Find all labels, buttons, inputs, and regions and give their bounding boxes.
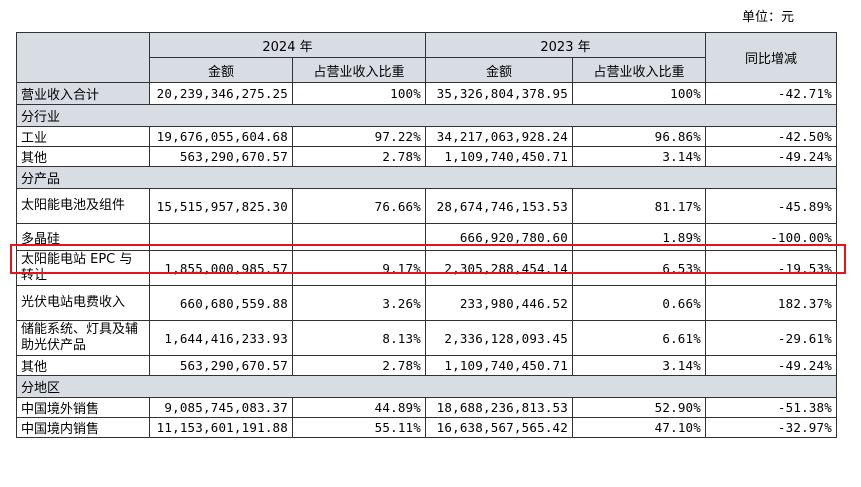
ratio-2023: 1.89% [572,223,706,251]
amount-2024: 660,680,559.88 [149,285,293,321]
amount-2024: 19,676,055,604.68 [149,126,293,147]
unit-label: 单位：元 [742,10,795,25]
amount-2024: 20,239,346,275.25 [149,82,293,105]
row-label: 储能系统、灯具及辅助光伏产品 [16,320,150,356]
yoy-change: -19.53% [705,250,837,286]
table-row: 太阳能电池及组件 15,515,957,825.30 76.66% 28,674… [16,188,837,224]
yoy-change: -32.97% [705,417,837,438]
row-label: 其他 [16,146,150,167]
section-label: 分行业 [16,104,837,127]
ratio-2023: 96.86% [572,126,706,147]
header-ratio-2024: 占营业收入比重 [292,57,426,83]
row-label: 营业收入合计 [16,82,150,105]
yoy-change: -42.50% [705,126,837,147]
yoy-change: -29.61% [705,320,837,356]
amount-2024: 563,290,670.57 [149,355,293,376]
table-row: 太阳能电站 EPC 与转让 1,855,000,985.57 9.17% 2,3… [16,250,837,286]
header-yoy: 同比增减 [705,32,837,83]
header-ratio-2023: 占营业收入比重 [572,57,706,83]
yoy-change: -49.24% [705,146,837,167]
yoy-change: -51.38% [705,397,837,418]
amount-2024: 1,855,000,985.57 [149,250,293,286]
row-label: 中国境外销售 [16,397,150,418]
header-year-2023: 2023 年 [425,32,706,58]
ratio-2023: 6.61% [572,320,706,356]
ratio-2024: 2.78% [292,146,426,167]
table-row: 其他 563,290,670.57 2.78% 1,109,740,450.71… [16,146,837,167]
ratio-2024: 44.89% [292,397,426,418]
ratio-2023: 6.53% [572,250,706,286]
amount-2023: 35,326,804,378.95 [425,82,573,105]
ratio-2023: 52.90% [572,397,706,418]
amount-2023: 34,217,063,928.24 [425,126,573,147]
ratio-2024: 8.13% [292,320,426,356]
row-label: 太阳能电站 EPC 与转让 [16,250,150,286]
ratio-2023: 47.10% [572,417,706,438]
amount-2024: 9,085,745,083.37 [149,397,293,418]
table-row: 中国境内销售 11,153,601,191.88 55.11% 16,638,5… [16,417,837,438]
amount-2023: 28,674,746,153.53 [425,188,573,224]
ratio-2023: 3.14% [572,355,706,376]
amount-2023: 233,980,446.52 [425,285,573,321]
ratio-2024: 76.66% [292,188,426,224]
row-label: 多晶硅 [16,223,150,251]
header-year-2024: 2024 年 [149,32,426,58]
table-row-total: 营业收入合计 20,239,346,275.25 100% 35,326,804… [16,82,837,105]
amount-2024: 563,290,670.57 [149,146,293,167]
header-blank [16,32,150,83]
ratio-2024 [292,223,426,251]
yoy-change: -100.00% [705,223,837,251]
row-label: 工业 [16,126,150,147]
row-label: 中国境内销售 [16,417,150,438]
section-label: 分产品 [16,166,837,189]
amount-2024: 1,644,416,233.93 [149,320,293,356]
ratio-2023: 3.14% [572,146,706,167]
row-label: 太阳能电池及组件 [16,188,150,224]
amount-2024: 15,515,957,825.30 [149,188,293,224]
amount-2023: 16,638,567,565.42 [425,417,573,438]
yoy-change: -42.71% [705,82,837,105]
amount-2023: 2,305,288,454.14 [425,250,573,286]
section-row-region: 分地区 [16,375,837,398]
ratio-2023: 100% [572,82,706,105]
yoy-change: -45.89% [705,188,837,224]
table-row: 工业 19,676,055,604.68 97.22% 34,217,063,9… [16,126,837,147]
section-row-industry: 分行业 [16,104,837,127]
table-row-polysilicon: 多晶硅 666,920,780.60 1.89% -100.00% [16,223,837,251]
ratio-2024: 9.17% [292,250,426,286]
table-row: 中国境外销售 9,085,745,083.37 44.89% 18,688,23… [16,397,837,418]
amount-2023: 666,920,780.60 [425,223,573,251]
table-row: 光伏电站电费收入 660,680,559.88 3.26% 233,980,44… [16,285,837,321]
ratio-2024: 2.78% [292,355,426,376]
amount-2023: 1,109,740,450.71 [425,146,573,167]
revenue-table: 2024 年 2023 年 同比增减 金额 占营业收入比重 金额 占营业收入比重… [16,32,837,438]
ratio-2023: 0.66% [572,285,706,321]
amount-2023: 18,688,236,813.53 [425,397,573,418]
amount-2023: 1,109,740,450.71 [425,355,573,376]
amount-2024 [149,223,293,251]
table-row: 其他 563,290,670.57 2.78% 1,109,740,450.71… [16,355,837,376]
amount-2024: 11,153,601,191.88 [149,417,293,438]
ratio-2024: 3.26% [292,285,426,321]
amount-2023: 2,336,128,093.45 [425,320,573,356]
ratio-2023: 81.17% [572,188,706,224]
header-amount-2023: 金额 [425,57,573,83]
ratio-2024: 97.22% [292,126,426,147]
header-amount-2024: 金额 [149,57,293,83]
yoy-change: -49.24% [705,355,837,376]
yoy-change: 182.37% [705,285,837,321]
section-label: 分地区 [16,375,837,398]
table-row: 储能系统、灯具及辅助光伏产品 1,644,416,233.93 8.13% 2,… [16,320,837,356]
ratio-2024: 55.11% [292,417,426,438]
row-label: 其他 [16,355,150,376]
ratio-2024: 100% [292,82,426,105]
section-row-product: 分产品 [16,166,837,189]
row-label: 光伏电站电费收入 [16,285,150,321]
